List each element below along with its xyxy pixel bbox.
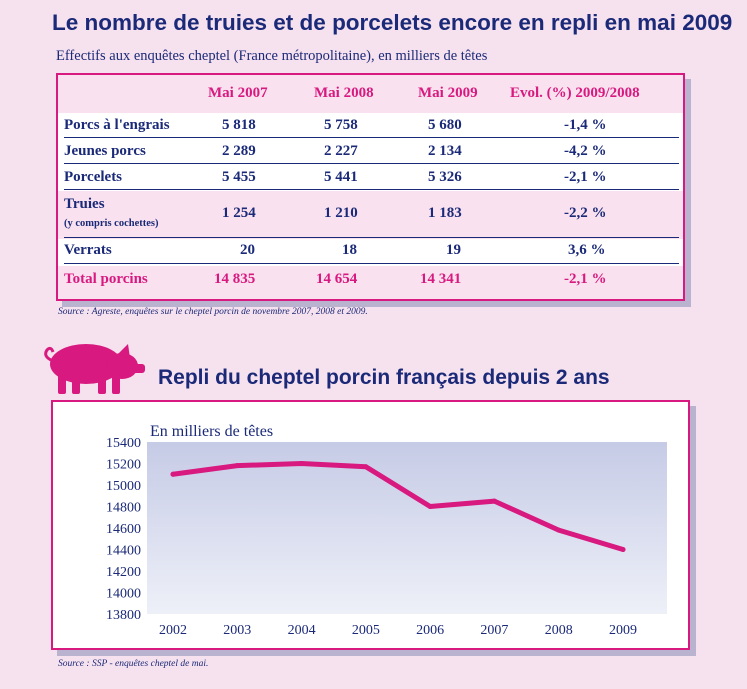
y-tick-label: 14000: [106, 587, 141, 602]
table-header-band: [58, 75, 683, 113]
y-tick-label: 14400: [106, 544, 141, 559]
table-cell: 20: [240, 242, 255, 258]
table-band-truies: [58, 191, 683, 239]
table-cell: -2,1 %: [564, 169, 607, 185]
page-subtitle: Effectifs aux enquêtes cheptel (France m…: [56, 48, 488, 64]
row-label-porcs-engrais: Porcs à l'engrais: [64, 117, 170, 133]
x-tick-label: 2006: [416, 623, 444, 638]
table-cell: 19: [446, 242, 461, 258]
y-axis-label: En milliers de têtes: [150, 423, 273, 440]
x-tick-label: 2007: [480, 623, 508, 638]
x-tick-label: 2004: [288, 623, 316, 638]
page-title: Le nombre de truies et de porcelets enco…: [52, 10, 733, 35]
data-point: [620, 547, 626, 552]
table-band-total: [58, 266, 683, 299]
table-cell: 5 326: [428, 169, 462, 185]
x-tick-label: 2008: [545, 623, 573, 638]
y-tick-label: 14600: [106, 522, 141, 537]
table-cell: -1,4 %: [564, 117, 607, 133]
row-label-verrats: Verrats: [64, 242, 112, 258]
table-cell: 14 835: [214, 271, 256, 287]
x-tick-label: 2005: [352, 623, 380, 638]
table-cell: 2 134: [428, 143, 462, 159]
line-chart: En milliers de têtes 13800 14000 14200 1440…: [51, 400, 690, 650]
y-tick-label: 15400: [106, 436, 141, 451]
table-cell: 14 341: [420, 271, 462, 287]
table-cell: 18: [342, 242, 357, 258]
row-sublabel-cochettes: (y compris cochettes): [64, 218, 159, 229]
data-point: [363, 464, 369, 470]
y-tick-label: 14800: [106, 501, 141, 516]
row-label-truies: Truies: [64, 196, 105, 212]
chart-source-note: Source : SSP - enquêtes cheptel de mai.: [58, 659, 209, 669]
row-divider: [64, 189, 679, 190]
data-point: [234, 463, 240, 469]
table-cell: 2 227: [324, 143, 358, 159]
data-point: [427, 504, 433, 509]
row-divider: [64, 237, 679, 238]
row-divider: [64, 263, 679, 264]
table-cell: 3,6 %: [568, 242, 606, 258]
table-cell: 5 680: [428, 117, 462, 133]
x-tick-label: 2003: [223, 623, 251, 638]
chart-title: Repli du cheptel porcin français depuis …: [158, 366, 610, 389]
row-label-total: Total porcins: [64, 271, 148, 287]
y-tick-label: 13800: [106, 608, 141, 623]
table-cell: 5 455: [222, 169, 256, 185]
table-cell: 2 289: [222, 143, 256, 159]
series-line: [170, 461, 626, 552]
y-tick-label: 15200: [106, 458, 141, 473]
row-divider: [64, 163, 679, 164]
data-point: [170, 471, 176, 477]
table-source-note: Source : Agreste, enquêtes sur le chepte…: [58, 307, 368, 317]
x-tick-label: 2009: [609, 623, 637, 638]
table-cell: 5 441: [324, 169, 358, 185]
data-point: [556, 527, 562, 533]
table-cell: 5 818: [222, 117, 256, 133]
pig-icon: [42, 334, 148, 403]
table-cell: -2,2 %: [564, 205, 607, 221]
data-point: [491, 498, 497, 504]
row-label-jeunes-porcs: Jeunes porcs: [64, 143, 146, 159]
table-cell: 1 210: [324, 205, 358, 221]
row-label-porcelets: Porcelets: [64, 169, 123, 185]
table-cell: 1 183: [428, 205, 462, 221]
header-evolution: Evol. (%) 2009/2008: [510, 85, 640, 101]
chart-svg: En milliers de têtes 13800 14000 14200 1440…: [106, 423, 667, 638]
plot-area: [147, 442, 667, 614]
row-divider: [64, 137, 679, 138]
y-tick-label: 14200: [106, 565, 141, 580]
header-mai-2008: Mai 2008: [314, 85, 374, 101]
x-tick-label: 2002: [159, 623, 187, 638]
header-mai-2009: Mai 2009: [418, 85, 478, 101]
table-cell: -2,1 %: [564, 271, 607, 287]
table-cell: 14 654: [316, 271, 358, 287]
table-cell: 1 254: [222, 205, 256, 221]
table-cell: -4,2 %: [564, 143, 607, 159]
data-point: [299, 461, 305, 466]
table-cell: 5 758: [324, 117, 358, 133]
y-tick-label: 15000: [106, 479, 141, 494]
livestock-table: Mai 2007 Mai 2008 Mai 2009 Evol. (%) 200…: [56, 73, 685, 301]
header-mai-2007: Mai 2007: [208, 85, 268, 101]
